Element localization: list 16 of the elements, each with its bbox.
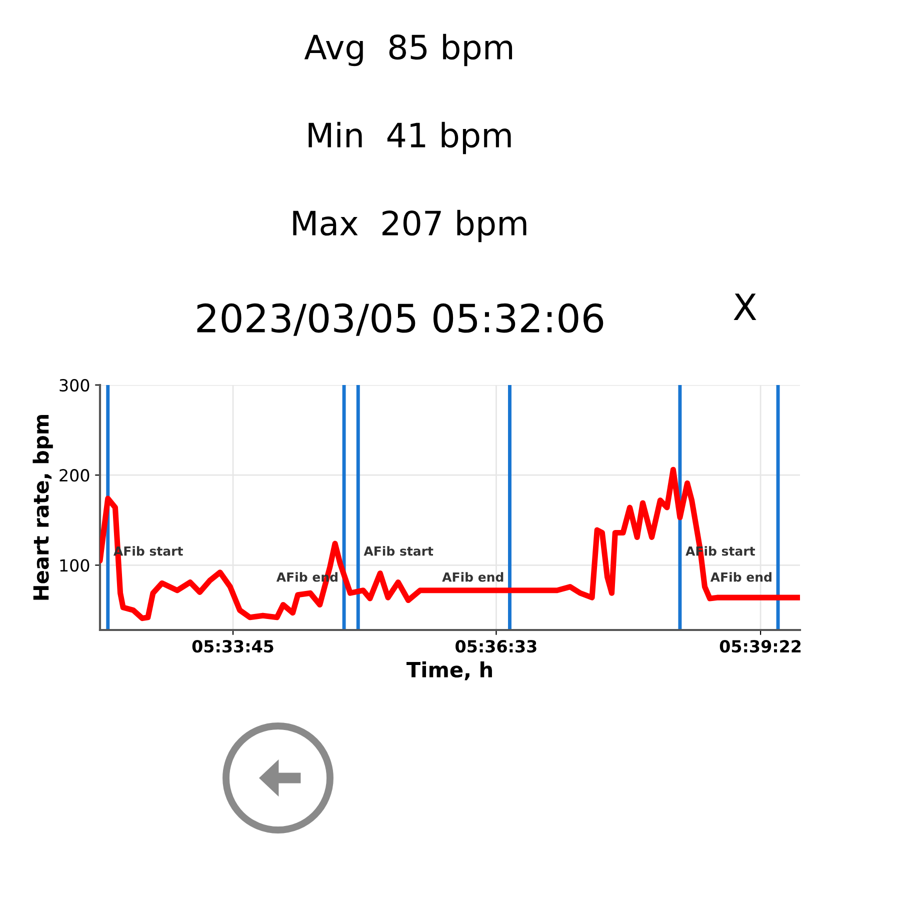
x-tick-label: 05:39:22	[720, 640, 801, 653]
x-tick-label: 05:33:45	[192, 640, 274, 653]
text: Min 41 bpm	[308, 122, 511, 154]
ref-line-label: AFib end	[710, 572, 772, 582]
chart-title: 2023/03/05 05:32:06	[197, 303, 604, 336]
text: Max 207 bpm	[293, 210, 526, 242]
x-tick-label: 05:36:33	[456, 640, 536, 653]
text: Avg 85 bpm	[304, 34, 512, 66]
x-axis-title: Time, h	[406, 661, 492, 680]
y-tick-label: 300	[60, 378, 90, 392]
ref-line-label: AFib start	[364, 546, 434, 556]
y-tick-label: 200	[60, 469, 90, 482]
y-tick-label: 100	[60, 559, 90, 572]
text: X	[734, 294, 756, 320]
ref-line-label: AFib end	[442, 572, 504, 582]
y-axis-title: Heart rate, bpm	[32, 415, 53, 600]
